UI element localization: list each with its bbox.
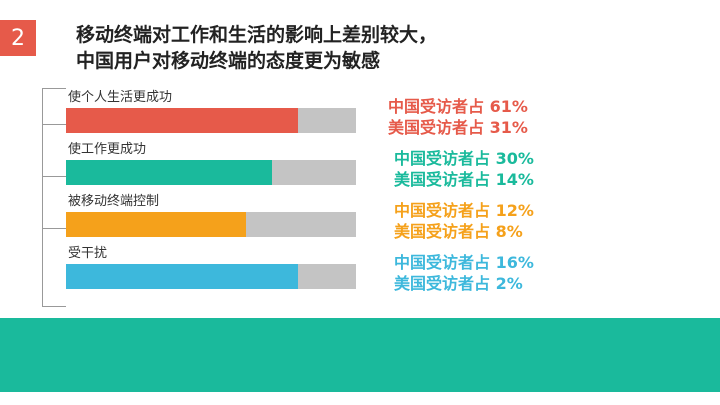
china-value-label: 中国受访者占 16% (394, 253, 534, 272)
axis-tick (42, 88, 66, 89)
axis-tick (42, 306, 66, 307)
category-label: 被移动终端控制 (68, 194, 160, 209)
value-annotation: 中国受访者占 30% 美国受访者占 14% (394, 148, 534, 190)
category-label: 受干扰 (68, 246, 108, 261)
bar-track (66, 108, 356, 133)
value-annotation: 中国受访者占 16% 美国受访者占 2% (394, 252, 534, 294)
title-line-2: 中国用户对移动终端的态度更为敏感 (76, 50, 381, 72)
axis-tick (42, 176, 66, 177)
footer-band (0, 318, 720, 392)
value-annotation: 中国受访者占 61% 美国受访者占 31% (388, 96, 528, 138)
china-value-label: 中国受访者占 12% (394, 201, 534, 220)
usa-value-label: 美国受访者占 31% (388, 118, 528, 137)
axis-tick (42, 228, 66, 229)
bar-fill (66, 264, 298, 289)
china-value-label: 中国受访者占 61% (388, 97, 528, 116)
slide-title: 移动终端对工作和生活的影响上差别较大， 中国用户对移动终端的态度更为敏感 (76, 22, 437, 74)
value-annotation: 中国受访者占 12% 美国受访者占 8% (394, 200, 534, 242)
usa-value-label: 美国受访者占 8% (394, 222, 523, 241)
category-label: 使个人生活更成功 (68, 90, 173, 105)
title-line-1: 移动终端对工作和生活的影响上差别较大， (76, 24, 438, 46)
bar-track (66, 212, 356, 237)
bar-fill (66, 160, 272, 185)
bar-fill (66, 212, 246, 237)
usa-value-label: 美国受访者占 14% (394, 170, 534, 189)
slide-number-badge: 2 (0, 20, 36, 56)
bar-track (66, 264, 356, 289)
bar-track (66, 160, 356, 185)
axis-tick (42, 124, 66, 125)
china-value-label: 中国受访者占 30% (394, 149, 534, 168)
category-label: 使工作更成功 (68, 142, 147, 157)
bar-fill (66, 108, 298, 133)
usa-value-label: 美国受访者占 2% (394, 274, 523, 293)
category-axis-line (42, 88, 43, 306)
